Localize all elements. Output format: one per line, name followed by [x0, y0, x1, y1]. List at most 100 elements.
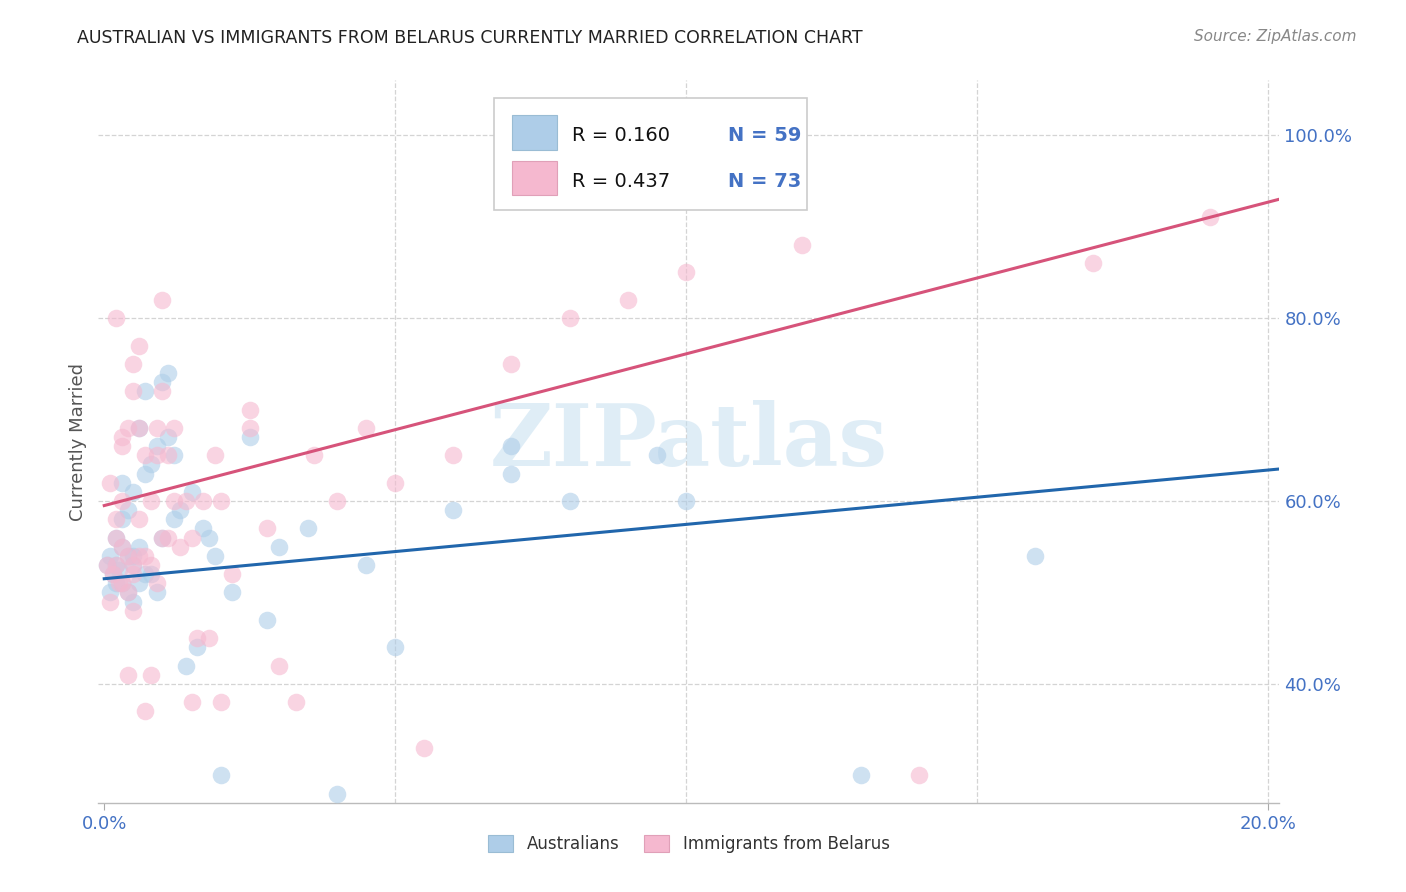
Point — [413, 740, 436, 755]
Point — [256, 521, 278, 535]
Point — [169, 540, 191, 554]
Point — [297, 521, 319, 535]
Point — [98, 475, 121, 490]
Point — [157, 430, 180, 444]
Point — [111, 430, 134, 444]
Point — [558, 494, 581, 508]
Point — [107, 576, 129, 591]
Point — [163, 421, 186, 435]
Point — [104, 512, 127, 526]
Point — [134, 384, 156, 399]
Point — [117, 585, 139, 599]
Point — [354, 421, 377, 435]
Point — [152, 375, 174, 389]
Legend: Australians, Immigrants from Belarus: Australians, Immigrants from Belarus — [482, 828, 896, 860]
Point — [111, 494, 134, 508]
Point — [104, 576, 127, 591]
Point — [98, 549, 121, 563]
Point — [152, 384, 174, 399]
Point — [122, 558, 145, 572]
Point — [221, 567, 243, 582]
Point — [111, 576, 134, 591]
Point — [104, 531, 127, 545]
Point — [128, 421, 150, 435]
Text: R = 0.437: R = 0.437 — [572, 172, 671, 191]
Point — [152, 293, 174, 307]
Point — [209, 494, 232, 508]
Point — [104, 558, 127, 572]
Point — [152, 531, 174, 545]
Point — [849, 768, 872, 782]
Point — [96, 558, 118, 572]
Point — [617, 293, 640, 307]
Point — [145, 585, 167, 599]
Point — [134, 567, 156, 582]
Text: N = 59: N = 59 — [728, 127, 801, 145]
Point — [209, 768, 232, 782]
Text: N = 73: N = 73 — [728, 172, 801, 191]
Point — [117, 549, 139, 563]
Point — [163, 448, 186, 462]
Point — [122, 549, 145, 563]
Point — [122, 484, 145, 499]
Point — [107, 563, 129, 577]
Point — [134, 549, 156, 563]
Point — [174, 494, 197, 508]
Point — [122, 357, 145, 371]
Point — [122, 594, 145, 608]
Point — [145, 448, 167, 462]
Point — [239, 430, 262, 444]
Point — [157, 531, 180, 545]
Point — [204, 448, 226, 462]
Text: R = 0.160: R = 0.160 — [572, 127, 671, 145]
Point — [1024, 549, 1046, 563]
Point — [139, 458, 162, 472]
Point — [122, 604, 145, 618]
Text: Source: ZipAtlas.com: Source: ZipAtlas.com — [1194, 29, 1357, 44]
Point — [98, 585, 121, 599]
Point — [174, 658, 197, 673]
Point — [128, 512, 150, 526]
Point — [163, 512, 186, 526]
Point — [157, 366, 180, 380]
Point — [145, 439, 167, 453]
Point — [163, 494, 186, 508]
Point — [384, 640, 406, 655]
Point — [326, 787, 349, 801]
Point — [128, 421, 150, 435]
Point — [128, 576, 150, 591]
Point — [122, 567, 145, 582]
Point — [441, 503, 464, 517]
Point — [907, 768, 929, 782]
Point — [117, 503, 139, 517]
Point — [209, 695, 232, 709]
Point — [558, 311, 581, 326]
Point — [111, 512, 134, 526]
Point — [267, 540, 290, 554]
Point — [117, 667, 139, 681]
Point — [792, 238, 814, 252]
Point — [180, 531, 202, 545]
Point — [157, 448, 180, 462]
Point — [645, 448, 668, 462]
Point — [111, 439, 134, 453]
Point — [134, 704, 156, 718]
Point — [101, 567, 124, 582]
FancyBboxPatch shape — [512, 115, 557, 150]
Point — [139, 494, 162, 508]
Point — [128, 540, 150, 554]
Point — [180, 695, 202, 709]
Point — [117, 549, 139, 563]
Point — [221, 585, 243, 599]
Point — [204, 549, 226, 563]
Point — [145, 576, 167, 591]
Point — [191, 521, 214, 535]
Point — [145, 421, 167, 435]
Point — [256, 613, 278, 627]
Point — [117, 585, 139, 599]
Text: AUSTRALIAN VS IMMIGRANTS FROM BELARUS CURRENTLY MARRIED CORRELATION CHART: AUSTRALIAN VS IMMIGRANTS FROM BELARUS CU… — [77, 29, 863, 46]
Point — [111, 540, 134, 554]
Point — [1083, 256, 1105, 270]
Point — [198, 531, 221, 545]
Point — [152, 531, 174, 545]
